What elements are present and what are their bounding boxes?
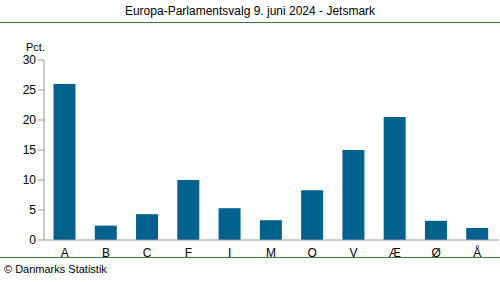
svg-text:B: B	[101, 245, 110, 260]
svg-text:20: 20	[23, 113, 37, 127]
svg-text:Æ: Æ	[388, 245, 401, 260]
svg-text:30: 30	[23, 53, 37, 67]
svg-text:F: F	[184, 245, 193, 260]
svg-text:10: 10	[23, 173, 37, 187]
html-text:Pct.: Pct.	[26, 41, 45, 53]
svg-text:0: 0	[29, 233, 36, 247]
svg-text:15: 15	[23, 143, 37, 157]
svg-text:M: M	[266, 245, 276, 260]
svg-text:C: C	[142, 245, 152, 260]
svg-text:V: V	[349, 245, 358, 260]
svg-text:O: O	[307, 245, 317, 260]
svg-text:25: 25	[23, 83, 37, 97]
html-text:Europa-Parlamentsvalg 9. juni: Europa-Parlamentsvalg 9. juni 2024 - Jet…	[124, 4, 376, 18]
svg-text:A: A	[60, 245, 69, 260]
html-text:© Danmarks Statistik: © Danmarks Statistik	[4, 263, 107, 275]
svg-text:Ø: Ø	[431, 245, 441, 260]
svg-text:Å: Å	[473, 245, 482, 260]
svg-text:5: 5	[29, 203, 36, 217]
svg-text:I: I	[228, 245, 232, 260]
